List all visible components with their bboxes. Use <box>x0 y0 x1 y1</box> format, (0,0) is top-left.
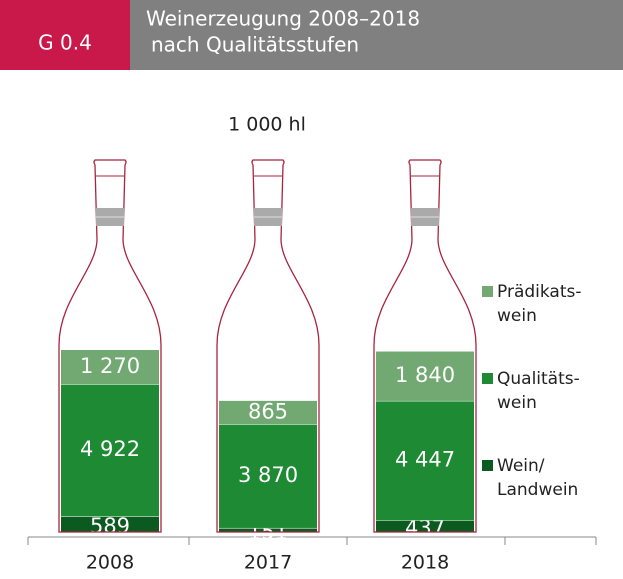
legend-swatch <box>482 460 493 471</box>
value-label: 4 922 <box>80 437 140 461</box>
x-tick-label: 2008 <box>86 552 134 574</box>
badge: G 0.4 <box>38 31 92 55</box>
value-label: 4 447 <box>395 448 455 472</box>
x-tick-label: 2018 <box>401 552 449 574</box>
x-tick-label: 2017 <box>244 552 292 574</box>
legend-swatch <box>482 286 493 297</box>
title-line: Weinerzeugung 2008–2018 <box>146 7 420 31</box>
chart: G 0.4 Weinerzeugung 2008–2018 nach Quali… <box>0 0 623 579</box>
legend-label: Prädikats- <box>497 282 582 302</box>
value-label: 3 870 <box>238 463 298 487</box>
legend-swatch <box>482 373 493 384</box>
legend-label: wein <box>497 306 537 326</box>
value-label: 589 <box>90 514 130 538</box>
value-label: 1 270 <box>80 354 140 378</box>
legend-label: Qualitäts- <box>497 369 580 389</box>
legend-label: wein <box>497 393 537 413</box>
title-line: nach Qualitätsstufen <box>151 33 359 57</box>
unit-label: 1 000 hl <box>228 114 306 136</box>
legend-label: Landwein <box>497 480 578 500</box>
value-label: 865 <box>248 399 288 423</box>
value-label: 1 840 <box>395 363 455 387</box>
legend-label: Wein/ <box>497 456 545 476</box>
